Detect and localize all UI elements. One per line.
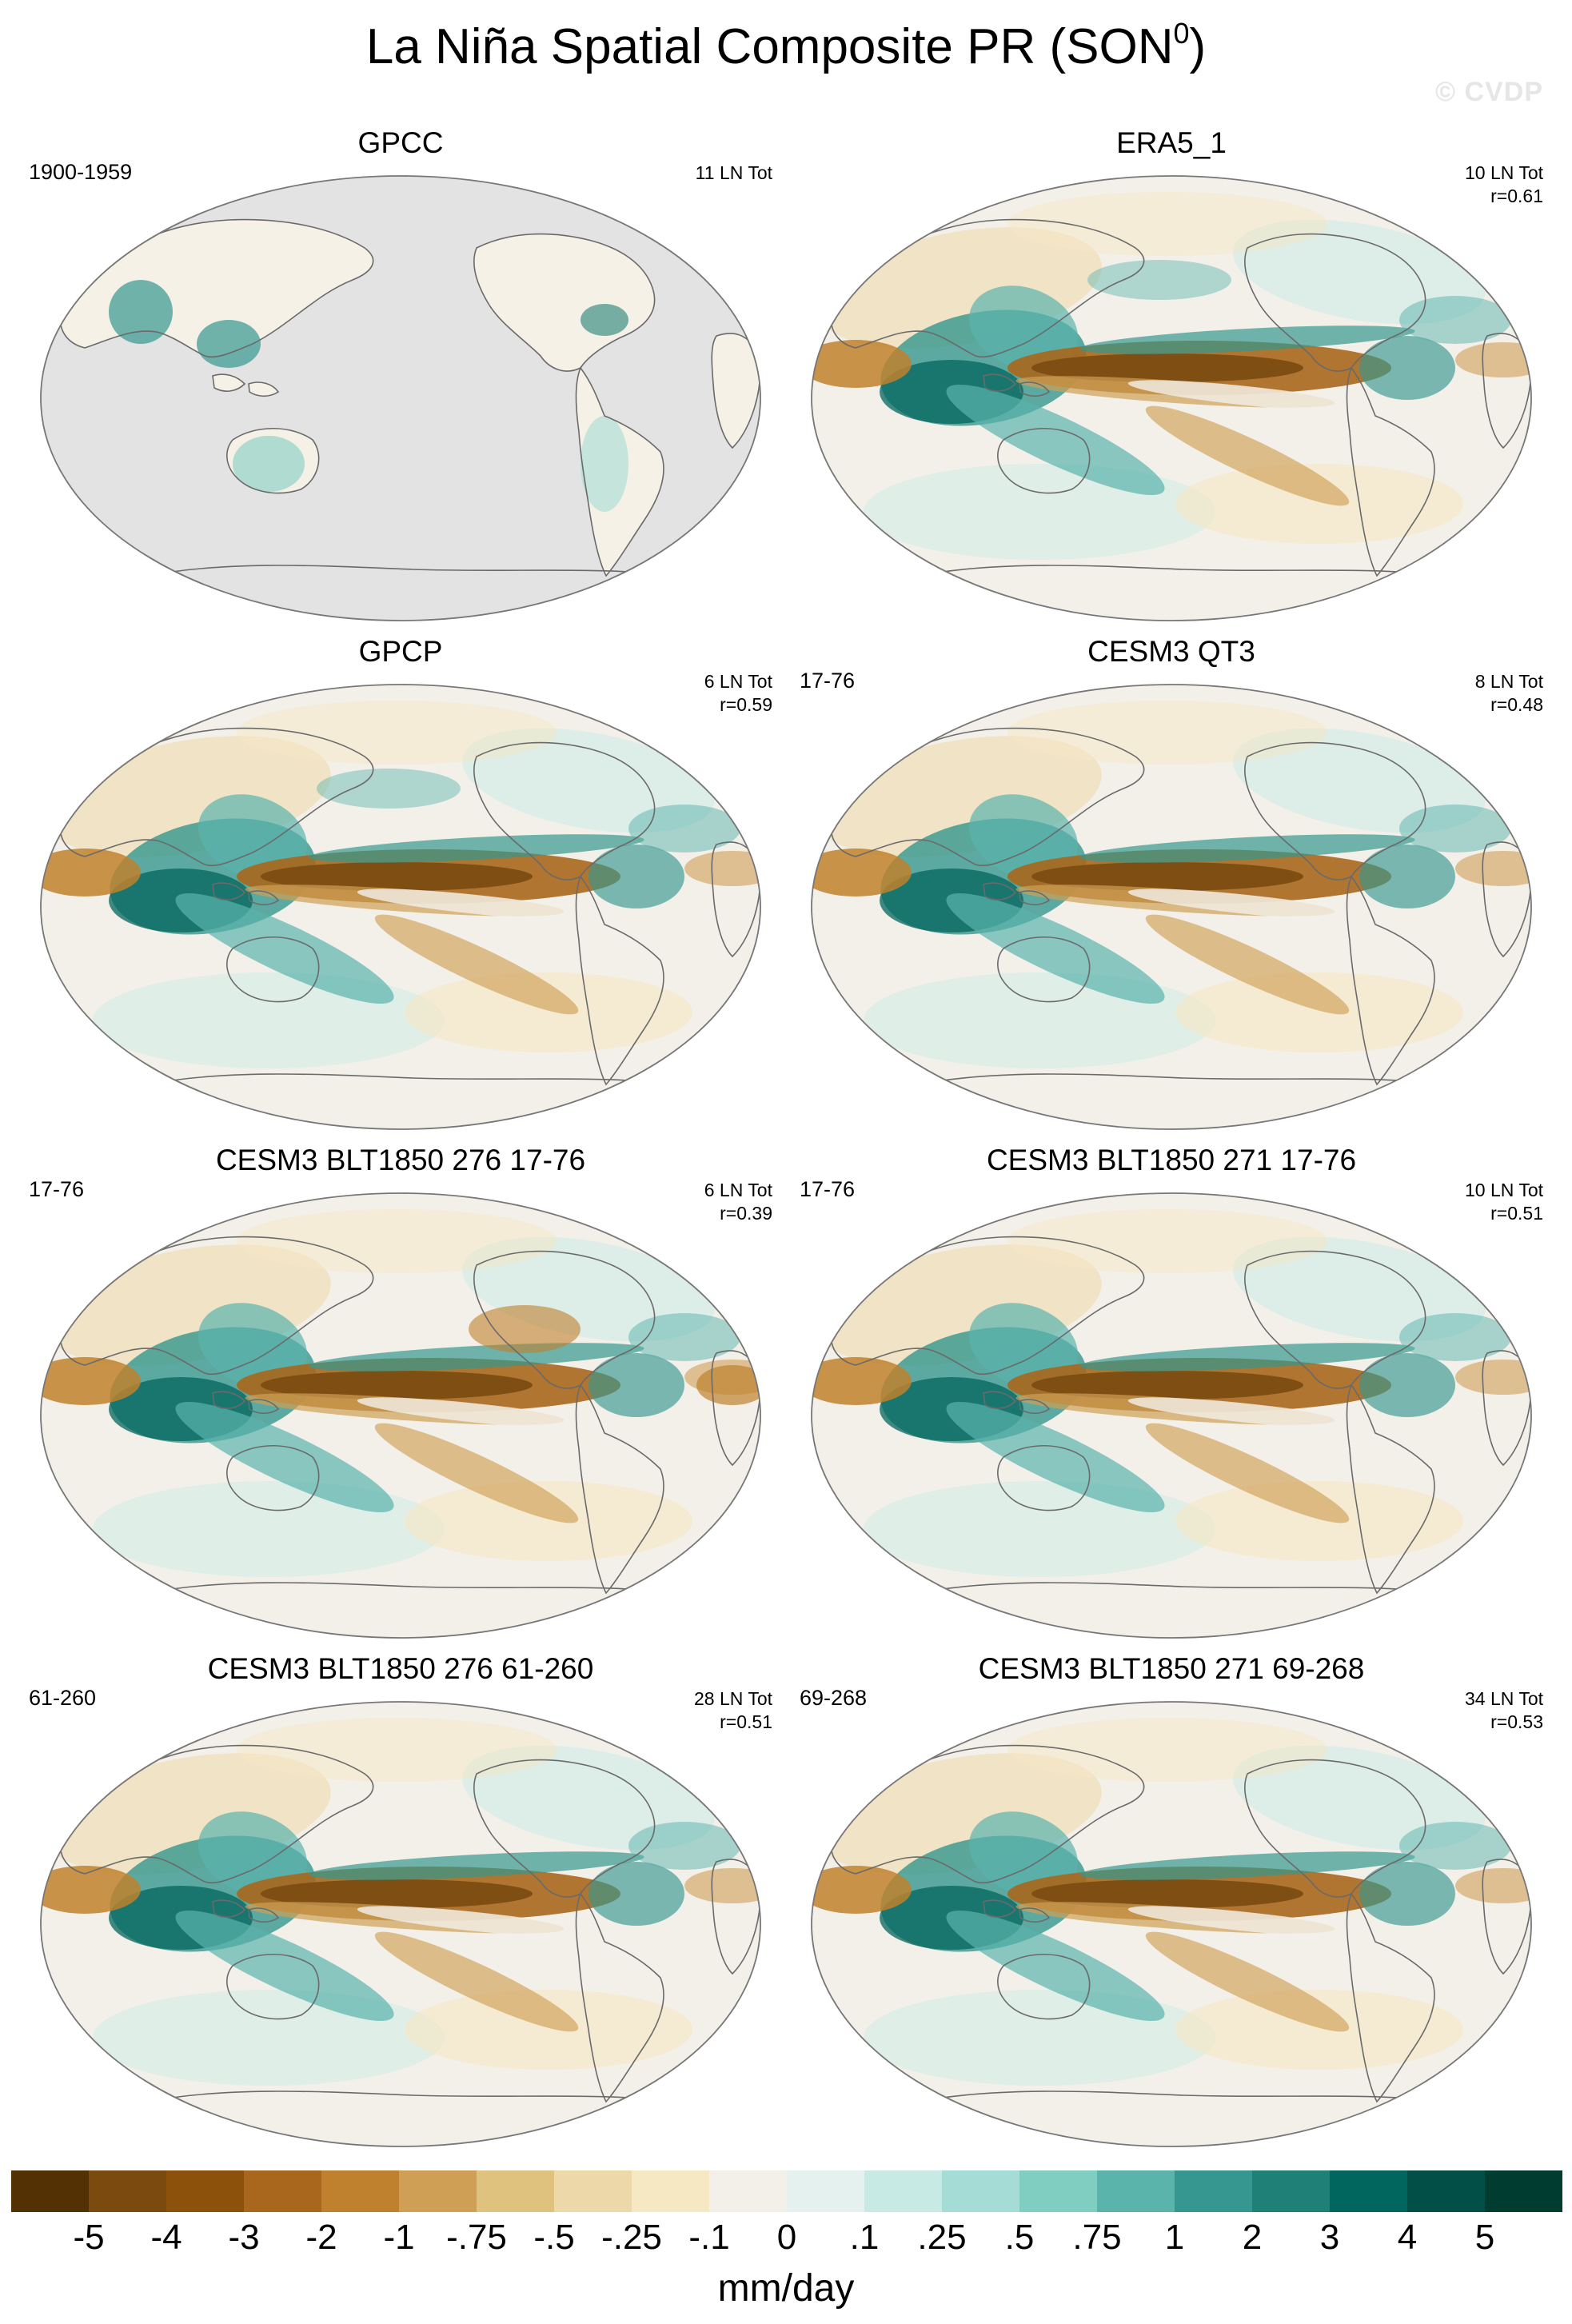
- colorbar-tick-label: .25: [917, 2218, 967, 2257]
- panel-correlation: r=0.53: [1490, 1711, 1543, 1732]
- panel-title: ERA5_1: [1116, 126, 1227, 159]
- panel-stats: 8 LN Tot r=0.48: [1475, 670, 1543, 717]
- colorbar-bin: [166, 2170, 245, 2212]
- colorbar: [11, 2170, 1562, 2212]
- panel-period: 1900-1959: [29, 160, 133, 184]
- colorbar-bin: [1175, 2170, 1253, 2212]
- panel-stats: 6 LN Tot r=0.39: [704, 1179, 772, 1225]
- colorbar-bin: [399, 2170, 477, 2212]
- colorbar-bin: [864, 2170, 943, 2212]
- colorbar-bin: [1019, 2170, 1098, 2212]
- panel-period: 61-260: [29, 1686, 97, 1710]
- colorbar-bin: [1407, 2170, 1486, 2212]
- colorbar-tick-label: -4: [150, 2218, 182, 2257]
- figure-title: La Niña Spatial Composite PR (SON0): [365, 17, 1207, 74]
- panel-period: 17-76: [800, 1177, 856, 1201]
- colorbar-bin: [244, 2170, 322, 2212]
- colorbar-tick-label: 2: [1242, 2218, 1263, 2257]
- colorbar-bin: [1485, 2170, 1562, 2212]
- panel-period: 17-76: [800, 669, 856, 693]
- world-map-2: [40, 684, 761, 1130]
- panel-count: 10 LN Tot: [1464, 1180, 1543, 1200]
- panel-count: 8 LN Tot: [1474, 671, 1543, 692]
- panel-title: CESM3 BLT1850 271 17-76: [986, 1144, 1357, 1176]
- panel-correlation: r=0.51: [720, 1711, 772, 1732]
- colorbar-bin: [1252, 2170, 1331, 2212]
- panel-title: CESM3 BLT1850 276 17-76: [215, 1144, 586, 1176]
- world-map-1: [811, 175, 1532, 621]
- colorbar-bin: [942, 2170, 1020, 2212]
- colorbar-bin: [321, 2170, 400, 2212]
- watermark: © CVDP: [1435, 77, 1543, 107]
- panel-count: 34 LN Tot: [1464, 1688, 1543, 1709]
- panel-count: 11 LN Tot: [695, 162, 772, 183]
- panel-period: 69-268: [800, 1686, 868, 1710]
- map-panel: GPCC 1900-1959 11 LN Tot: [29, 128, 772, 624]
- colorbar-bin: [1097, 2170, 1175, 2212]
- panel-correlation: r=0.51: [1490, 1202, 1543, 1224]
- panel-title: CESM3 QT3: [1087, 635, 1255, 668]
- map-panel: GPCP 6 LN Tot r=0.59: [29, 637, 772, 1132]
- panel-correlation: r=0.61: [1490, 185, 1543, 206]
- colorbar-bin: [11, 2170, 90, 2212]
- map-panel: CESM3 BLT1850 271 69-268 69-268 34 LN Tot r…: [800, 1654, 1543, 2150]
- colorbar-bin: [787, 2170, 865, 2212]
- panel-stats: 10 LN Tot r=0.61: [1465, 162, 1543, 208]
- colorbar-bin: [477, 2170, 555, 2212]
- colorbar-tick-label: -.75: [446, 2218, 507, 2257]
- colorbar-tick-label: -.5: [533, 2218, 575, 2257]
- colorbar-tick-label: -5: [73, 2218, 105, 2257]
- map-panel: CESM3 BLT1850 276 17-76 17-76 6 LN Tot r=0.…: [29, 1145, 772, 1641]
- colorbar-bin: [89, 2170, 167, 2212]
- panel-period: 17-76: [29, 1177, 85, 1201]
- panel-correlation: r=0.59: [720, 693, 772, 715]
- colorbar-tick-label: 0: [776, 2218, 797, 2257]
- world-map-6: [40, 1701, 761, 2147]
- colorbar-units: mm/day: [717, 2267, 855, 2310]
- panel-stats: 28 LN Tot r=0.51: [694, 1687, 772, 1734]
- panel-count: 10 LN Tot: [1464, 162, 1543, 183]
- panel-count: 6 LN Tot: [704, 671, 772, 692]
- colorbar-tick-label: .1: [849, 2218, 880, 2257]
- colorbar-tick-label: -1: [383, 2218, 415, 2257]
- world-map-7: [811, 1701, 1532, 2147]
- panel-count: 28 LN Tot: [693, 1688, 772, 1709]
- panel-title: CESM3 BLT1850 276 61-260: [207, 1652, 594, 1685]
- panel-stats: 6 LN Tot r=0.59: [704, 670, 772, 717]
- colorbar-bin: [632, 2170, 710, 2212]
- panel-title: GPCC: [357, 126, 444, 159]
- panel-count: 6 LN Tot: [704, 1180, 772, 1200]
- panel-title: GPCP: [358, 635, 443, 668]
- colorbar-tick-label: 5: [1474, 2218, 1495, 2257]
- colorbar-tick-label: .75: [1072, 2218, 1122, 2257]
- colorbar-tick-label: -.1: [688, 2218, 730, 2257]
- colorbar-tick-label: -.25: [601, 2218, 662, 2257]
- world-map-0: [40, 175, 761, 621]
- panel-correlation: r=0.39: [720, 1202, 772, 1224]
- map-panel: CESM3 QT3 17-76 8 LN Tot r=0.48: [800, 637, 1543, 1132]
- colorbar-bin: [709, 2170, 788, 2212]
- world-map-3: [811, 684, 1532, 1130]
- world-map-5: [811, 1192, 1532, 1639]
- panel-stats: 10 LN Tot r=0.51: [1465, 1179, 1543, 1225]
- colorbar-tick-label: -2: [305, 2218, 337, 2257]
- colorbar-tick-label: 3: [1319, 2218, 1340, 2257]
- map-panel: CESM3 BLT1850 271 17-76 17-76 10 LN Tot r=0…: [800, 1145, 1543, 1641]
- panel-title: CESM3 BLT1850 271 69-268: [978, 1652, 1365, 1685]
- panel-stats: 11 LN Tot: [696, 162, 772, 185]
- colorbar-bin: [554, 2170, 632, 2212]
- colorbar-tick-label: 4: [1397, 2218, 1418, 2257]
- colorbar-bin: [1330, 2170, 1408, 2212]
- colorbar-tick-label: .5: [1004, 2218, 1035, 2257]
- world-map-4: [40, 1192, 761, 1639]
- map-panel: CESM3 BLT1850 276 61-260 61-260 28 LN Tot r…: [29, 1654, 772, 2150]
- colorbar-tick-label: 1: [1164, 2218, 1185, 2257]
- map-panel: ERA5_1 10 LN Tot r=0.61: [800, 128, 1543, 624]
- panel-stats: 34 LN Tot r=0.53: [1465, 1687, 1543, 1734]
- colorbar-tick-label: -3: [228, 2218, 260, 2257]
- panel-correlation: r=0.48: [1490, 693, 1543, 715]
